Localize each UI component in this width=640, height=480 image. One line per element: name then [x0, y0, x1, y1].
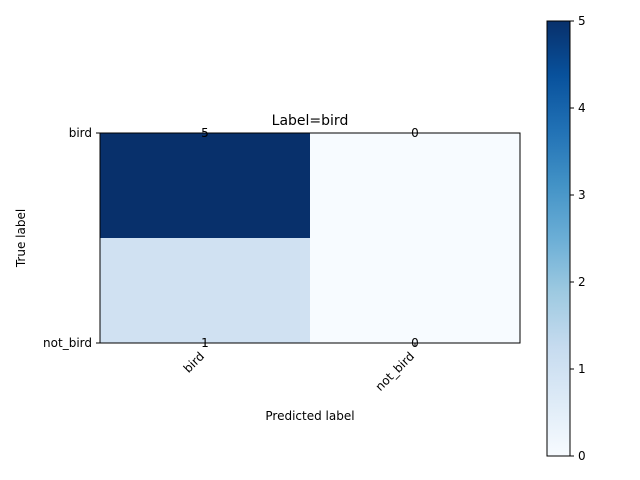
- colorbar-tick-label: 3: [578, 188, 586, 202]
- y-axis-label: True label: [14, 209, 28, 268]
- colorbar-tick-label: 1: [578, 362, 586, 376]
- colorbar-tick-label: 5: [578, 14, 586, 28]
- heatmap-cells: [100, 133, 520, 343]
- colorbar-ticks: 0 1 2 3 4 5: [570, 14, 586, 463]
- y-axis: bird not_bird: [43, 126, 100, 350]
- heatmap-cell: [100, 133, 310, 238]
- y-tick-label: not_bird: [43, 336, 92, 350]
- cell-value-label: 5: [201, 126, 209, 140]
- x-axis: bird not_bird: [181, 343, 417, 394]
- heatmap-cell: [310, 238, 520, 343]
- heatmap-cell: [100, 238, 310, 343]
- x-axis-label: Predicted label: [265, 409, 354, 423]
- colorbar-tick-label: 4: [578, 101, 586, 115]
- chart-title: Label=bird: [272, 113, 349, 129]
- plot-frame: [99, 132, 521, 344]
- colorbar-tick-label: 0: [578, 449, 586, 463]
- cell-value-label: 0: [411, 126, 419, 140]
- colorbar: [546, 20, 571, 457]
- heatmap-cell: [310, 133, 520, 238]
- x-tick-label: not_bird: [373, 349, 418, 394]
- x-tick-label: bird: [181, 349, 207, 375]
- colorbar-tick-label: 2: [578, 275, 586, 289]
- y-tick-label: bird: [69, 126, 92, 140]
